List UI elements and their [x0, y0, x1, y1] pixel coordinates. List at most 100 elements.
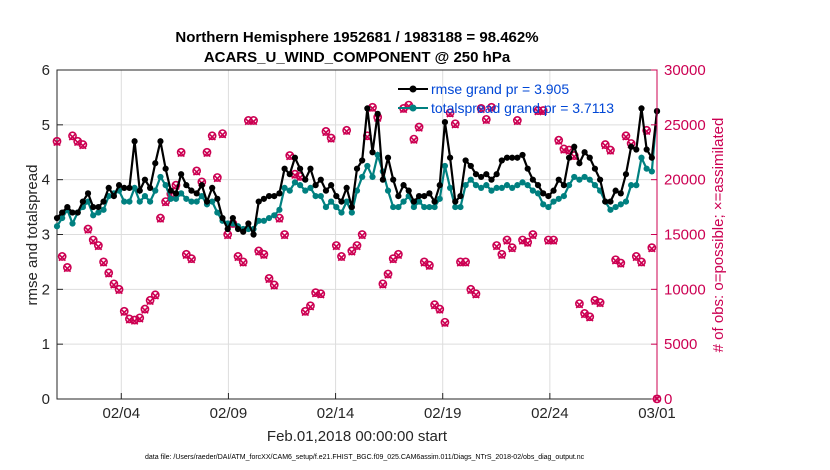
series-point: [384, 154, 392, 161]
obs-possible-point: [57, 252, 67, 261]
series-point: [317, 193, 324, 200]
series-point: [224, 225, 231, 233]
series-point: [529, 176, 536, 183]
obs-assimilated-point: [275, 215, 284, 223]
obs-possible-point: [440, 317, 450, 327]
x-tick-label: 02/04: [103, 405, 141, 422]
series-point: [141, 176, 149, 183]
series-point: [250, 231, 257, 238]
obs-possible-point: [181, 249, 191, 259]
obs-possible-point: [171, 180, 181, 190]
y-left-tick-label: 3: [42, 227, 50, 244]
series-point: [188, 187, 195, 194]
series-point: [59, 209, 66, 216]
chart-title-line2: ACARS_U_WIND_COMPONENT @ 250 hPa: [204, 49, 511, 66]
obs-assimilated-point: [260, 251, 268, 260]
obs-possible-point: [471, 289, 481, 299]
obs-assimilated-point: [213, 174, 222, 183]
obs-possible-point: [83, 224, 93, 234]
obs-possible-point: [466, 284, 476, 294]
obs-possible-point: [642, 125, 652, 135]
series-point: [79, 198, 86, 205]
series-point: [622, 198, 630, 205]
series-point: [545, 193, 552, 200]
series-possible: [52, 100, 662, 404]
series-point: [209, 184, 216, 191]
series-point: [364, 105, 371, 112]
series-point: [426, 203, 433, 211]
obs-assimilated-point: [425, 262, 434, 271]
series-point: [136, 187, 143, 194]
obs-assimilated-point: [648, 244, 656, 253]
series-point: [643, 146, 650, 153]
obs-assimilated-point: [503, 237, 511, 245]
obs-assimilated-point: [223, 231, 232, 240]
series-point: [312, 193, 319, 200]
legend: rmse grand pr = 3.905 totalspread grand …: [398, 81, 614, 116]
obs-assimilated-point: [94, 242, 103, 251]
obs-assimilated-point: [513, 117, 522, 126]
obs-possible-point: [187, 254, 196, 264]
series-point: [602, 198, 609, 205]
series-point: [100, 198, 107, 205]
obs-possible-point: [528, 230, 538, 239]
series-point: [121, 184, 128, 191]
series-point: [524, 182, 531, 189]
series-point: [369, 173, 376, 181]
series-point: [648, 154, 655, 161]
obs-possible-point: [342, 125, 352, 135]
series-point: [400, 198, 407, 205]
series-point: [374, 151, 381, 159]
x-tick-label: 02/24: [531, 405, 569, 422]
y-right-tick-label: 5000: [664, 336, 697, 353]
obs-possible-point: [212, 173, 222, 182]
series-point: [260, 195, 267, 202]
obs-assimilated-point: [192, 168, 201, 176]
obs-possible-point: [383, 269, 393, 279]
obs-assimilated-point: [53, 138, 61, 147]
obs-assimilated-point: [291, 171, 299, 180]
obs-assimilated-point: [379, 281, 387, 289]
obs-possible-point: [414, 122, 424, 132]
series-point: [503, 154, 511, 161]
y-left-tick-label: 0: [42, 391, 50, 408]
series-point: [115, 182, 123, 189]
y-axis-label-left: rmse and totalspread: [24, 165, 41, 306]
series-point: [395, 193, 402, 200]
series-point: [178, 190, 185, 197]
series-point: [229, 214, 236, 222]
obs-assimilated-point: [104, 270, 113, 278]
obs-assimilated-point: [498, 251, 506, 260]
series-point: [478, 184, 485, 191]
series-point: [597, 176, 604, 183]
series-point: [395, 203, 402, 211]
obs-possible-point: [600, 140, 610, 149]
obs-assimilated-point: [327, 135, 335, 143]
series-point: [291, 154, 299, 161]
obs-possible-point: [156, 213, 165, 223]
series-point: [415, 198, 423, 205]
series-point: [338, 209, 345, 216]
series-point: [369, 149, 376, 156]
series-point: [519, 151, 526, 159]
obs-possible-point: [430, 300, 439, 310]
obs-assimilated-point: [265, 275, 273, 284]
y-right-tick-label: 10000: [664, 281, 706, 298]
series-point: [410, 203, 417, 211]
obs-assimilated-point: [492, 242, 501, 251]
series-point: [297, 182, 304, 189]
series-point: [69, 220, 76, 227]
series-point: [364, 162, 371, 170]
series-point: [462, 157, 469, 164]
series-point: [162, 182, 169, 189]
series-point: [617, 190, 624, 197]
obs-possible-point: [347, 246, 357, 256]
series-point: [426, 190, 433, 197]
series-point: [524, 165, 531, 172]
series-point: [198, 182, 205, 189]
series-point: [141, 193, 149, 200]
obs-assimilated-point: [461, 259, 470, 267]
series-point: [478, 173, 485, 181]
series-point: [167, 195, 174, 202]
series-point: [415, 193, 423, 200]
